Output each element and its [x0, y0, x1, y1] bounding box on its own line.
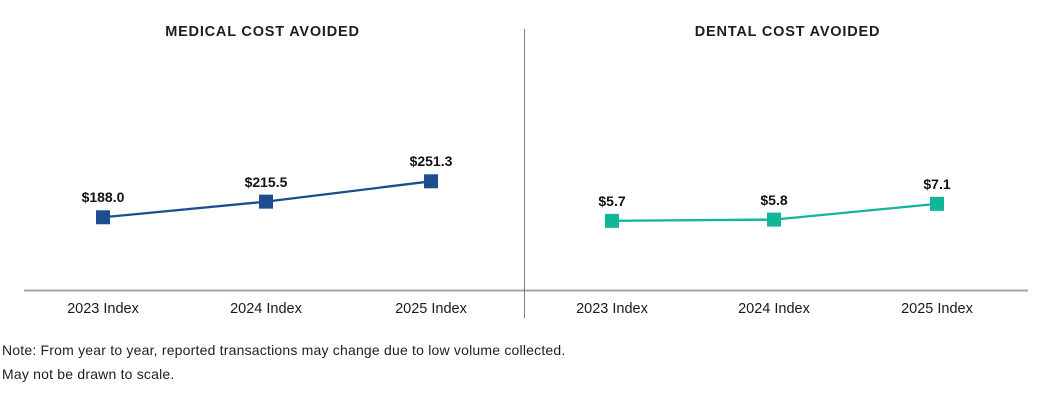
dental-chart-title: DENTAL COST AVOIDED — [694, 24, 881, 40]
x-axis-tick-label: 2024 Index — [230, 301, 302, 317]
data-point-marker — [930, 196, 944, 211]
dental-cost-avoided-chart: DENTAL COST AVOIDED $5.7 $5.8 $7.1 2023 … — [525, 0, 1050, 330]
data-point-marker — [259, 194, 273, 209]
data-point-marker — [767, 212, 781, 227]
data-point-marker — [424, 174, 438, 189]
footnote-line-1: Note: From year to year, reported transa… — [2, 342, 566, 358]
data-label: $5.8 — [760, 191, 788, 208]
panel-divider-line — [524, 29, 525, 318]
medical-chart-plot — [24, 174, 524, 292]
medical-cost-avoided-chart: MEDICAL COST AVOIDED $188.0 $215.5 $251.… — [0, 0, 525, 330]
x-axis-tick-label: 2023 Index — [67, 301, 139, 317]
x-axis-tick-label: 2023 Index — [576, 301, 648, 317]
x-axis-tick-label: 2024 Index — [738, 301, 810, 317]
data-label: $188.0 — [81, 189, 125, 206]
x-axis-tick-label: 2025 Index — [395, 301, 467, 317]
data-label: $215.5 — [244, 173, 288, 190]
data-point-marker — [96, 210, 110, 225]
data-label: $251.3 — [409, 153, 453, 170]
data-label: $7.1 — [923, 175, 951, 192]
data-point-marker — [605, 213, 619, 228]
medical-chart-title: MEDICAL COST AVOIDED — [165, 24, 360, 40]
data-label: $5.7 — [598, 192, 626, 209]
footnote-line-2: May not be drawn to scale. — [2, 366, 175, 382]
x-axis-tick-label: 2025 Index — [901, 301, 973, 317]
dental-chart-plot — [525, 196, 1028, 292]
